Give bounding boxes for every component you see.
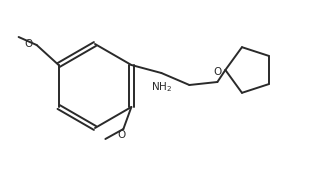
Text: O: O (24, 39, 33, 49)
Text: O: O (117, 130, 126, 140)
Text: NH$_2$: NH$_2$ (151, 80, 172, 94)
Text: O: O (213, 67, 222, 77)
